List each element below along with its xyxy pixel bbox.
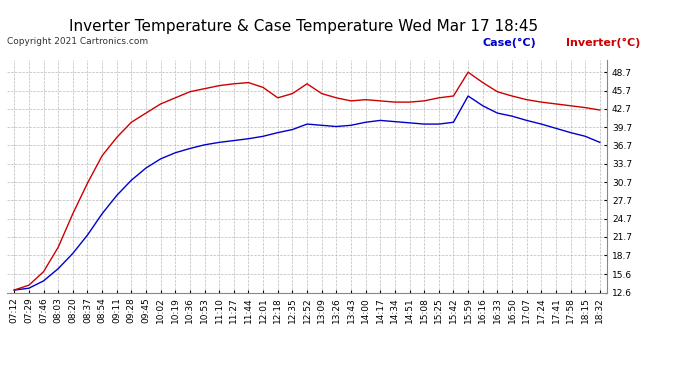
Text: Copyright 2021 Cartronics.com: Copyright 2021 Cartronics.com <box>7 38 148 46</box>
Text: Inverter Temperature & Case Temperature Wed Mar 17 18:45: Inverter Temperature & Case Temperature … <box>69 19 538 34</box>
Text: Inverter(°C): Inverter(°C) <box>566 38 640 48</box>
Text: Case(°C): Case(°C) <box>483 38 537 48</box>
